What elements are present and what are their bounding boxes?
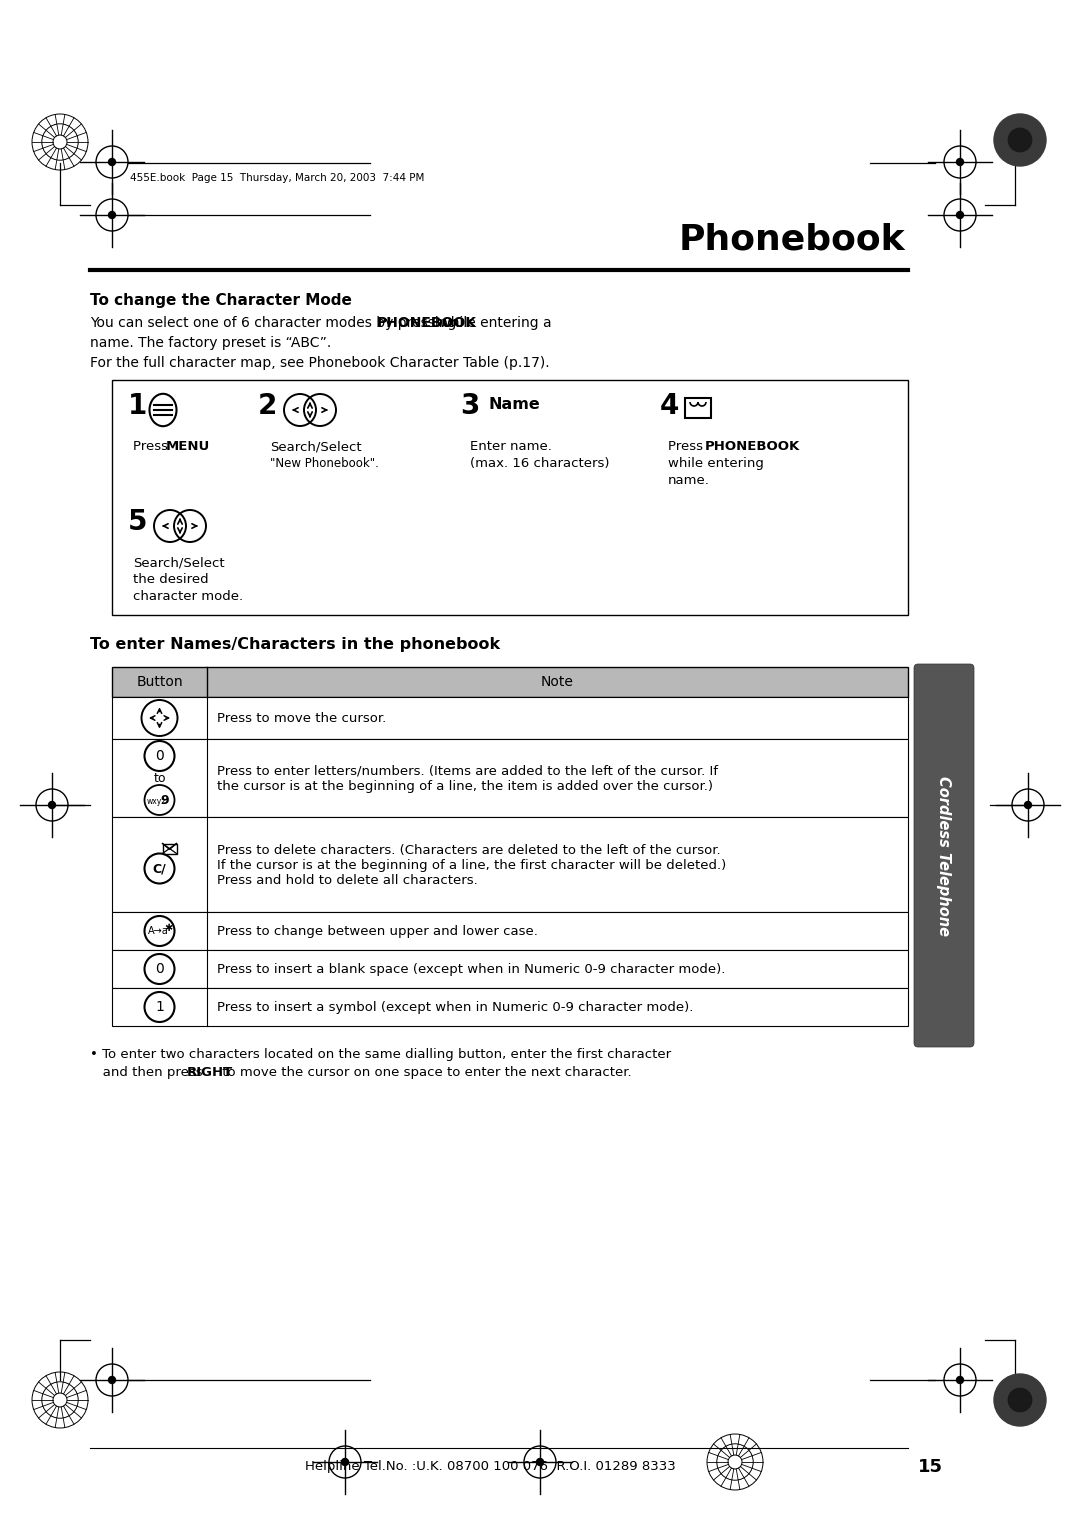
- Text: 455E.book  Page 15  Thursday, March 20, 2003  7:44 PM: 455E.book Page 15 Thursday, March 20, 20…: [130, 173, 424, 183]
- Text: Phonebook: Phonebook: [678, 222, 905, 257]
- Text: Press and hold to delete all characters.: Press and hold to delete all characters.: [217, 874, 477, 886]
- Circle shape: [994, 1374, 1047, 1426]
- Text: wxyz: wxyz: [147, 796, 166, 805]
- Text: .: .: [203, 440, 207, 452]
- Text: Search/Select: Search/Select: [133, 556, 225, 568]
- Bar: [685, 397, 711, 419]
- Text: Press to change between upper and lower case.: Press to change between upper and lower …: [217, 926, 538, 938]
- Text: "New Phonebook".: "New Phonebook".: [270, 457, 379, 471]
- Text: 9: 9: [160, 793, 168, 807]
- Circle shape: [49, 802, 55, 808]
- Text: PHONEBOOK: PHONEBOOK: [377, 316, 477, 330]
- Bar: [112, 380, 908, 614]
- Text: 5: 5: [129, 507, 148, 536]
- Text: while entering a: while entering a: [434, 316, 551, 330]
- Text: Name: Name: [488, 397, 540, 413]
- Text: character mode.: character mode.: [133, 590, 243, 604]
- Text: Press to insert a blank space (except when in Numeric 0-9 character mode).: Press to insert a blank space (except wh…: [217, 964, 726, 976]
- Bar: [112, 668, 908, 697]
- Text: Note: Note: [541, 675, 573, 689]
- Text: Press: Press: [133, 440, 172, 452]
- Circle shape: [1009, 128, 1031, 151]
- Text: 3: 3: [460, 393, 480, 420]
- Text: Cordless Telephone: Cordless Telephone: [936, 776, 951, 935]
- Text: A→a: A→a: [148, 926, 168, 937]
- Text: the desired: the desired: [133, 573, 208, 587]
- Text: 0: 0: [156, 749, 164, 762]
- Circle shape: [994, 115, 1047, 167]
- Text: You can select one of 6 character modes by pressing: You can select one of 6 character modes …: [90, 316, 461, 330]
- Text: 2: 2: [258, 393, 278, 420]
- Text: Search/Select: Search/Select: [270, 440, 362, 452]
- Text: the cursor is at the beginning of a line, the item is added over the cursor.): the cursor is at the beginning of a line…: [217, 779, 713, 793]
- Circle shape: [957, 159, 963, 165]
- Text: ✱: ✱: [164, 923, 173, 934]
- Circle shape: [108, 211, 116, 219]
- Text: 4: 4: [660, 393, 679, 420]
- Text: Button: Button: [136, 675, 183, 689]
- Circle shape: [341, 1459, 349, 1465]
- Text: C/: C/: [152, 862, 166, 876]
- Text: (max. 16 characters): (max. 16 characters): [470, 457, 609, 471]
- Text: • To enter two characters located on the same dialling button, enter the first c: • To enter two characters located on the…: [90, 1048, 671, 1060]
- Bar: [112, 740, 908, 817]
- Text: 1: 1: [129, 393, 147, 420]
- Circle shape: [108, 159, 116, 165]
- Text: To enter Names/Characters in the phonebook: To enter Names/Characters in the phonebo…: [90, 637, 500, 652]
- Bar: [112, 817, 908, 912]
- Text: Press to move the cursor.: Press to move the cursor.: [217, 712, 387, 726]
- Text: PHONEBOOK: PHONEBOOK: [705, 440, 800, 452]
- Bar: [112, 950, 908, 989]
- Text: name. The factory preset is “ABC”.: name. The factory preset is “ABC”.: [90, 336, 332, 350]
- Text: name.: name.: [669, 474, 710, 487]
- Text: Press: Press: [669, 440, 707, 452]
- Text: To change the Character Mode: To change the Character Mode: [90, 293, 352, 309]
- Text: while entering: while entering: [669, 457, 764, 471]
- Text: 1: 1: [156, 999, 164, 1015]
- Circle shape: [537, 1459, 543, 1465]
- Text: to: to: [153, 772, 165, 784]
- Bar: [112, 697, 908, 740]
- Text: and then press: and then press: [90, 1067, 207, 1079]
- Text: to move the cursor on one space to enter the next character.: to move the cursor on one space to enter…: [218, 1067, 632, 1079]
- Text: 0: 0: [156, 963, 164, 976]
- Text: MENU: MENU: [166, 440, 211, 452]
- Text: Press to enter letters/numbers. (Items are added to the left of the cursor. If: Press to enter letters/numbers. (Items a…: [217, 766, 718, 778]
- Bar: [112, 912, 908, 950]
- Circle shape: [957, 211, 963, 219]
- Text: RIGHT: RIGHT: [187, 1067, 233, 1079]
- FancyBboxPatch shape: [914, 665, 974, 1047]
- Text: If the cursor is at the beginning of a line, the first character will be deleted: If the cursor is at the beginning of a l…: [217, 859, 726, 872]
- Circle shape: [957, 1377, 963, 1383]
- Text: 15: 15: [918, 1458, 943, 1476]
- Text: For the full character map, see Phonebook Character Table (p.17).: For the full character map, see Phoneboo…: [90, 356, 550, 370]
- Bar: [112, 989, 908, 1025]
- Bar: [162, 843, 176, 854]
- Text: Helpline Tel.No. :U.K. 08700 100 076  R.O.I. 01289 8333: Helpline Tel.No. :U.K. 08700 100 076 R.O…: [305, 1459, 675, 1473]
- Text: Enter name.: Enter name.: [470, 440, 552, 452]
- Circle shape: [108, 1377, 116, 1383]
- Circle shape: [1009, 1389, 1031, 1412]
- Text: Press to insert a symbol (except when in Numeric 0-9 character mode).: Press to insert a symbol (except when in…: [217, 1001, 693, 1015]
- Text: Press to delete characters. (Characters are deleted to the left of the cursor.: Press to delete characters. (Characters …: [217, 843, 720, 857]
- Circle shape: [1025, 802, 1031, 808]
